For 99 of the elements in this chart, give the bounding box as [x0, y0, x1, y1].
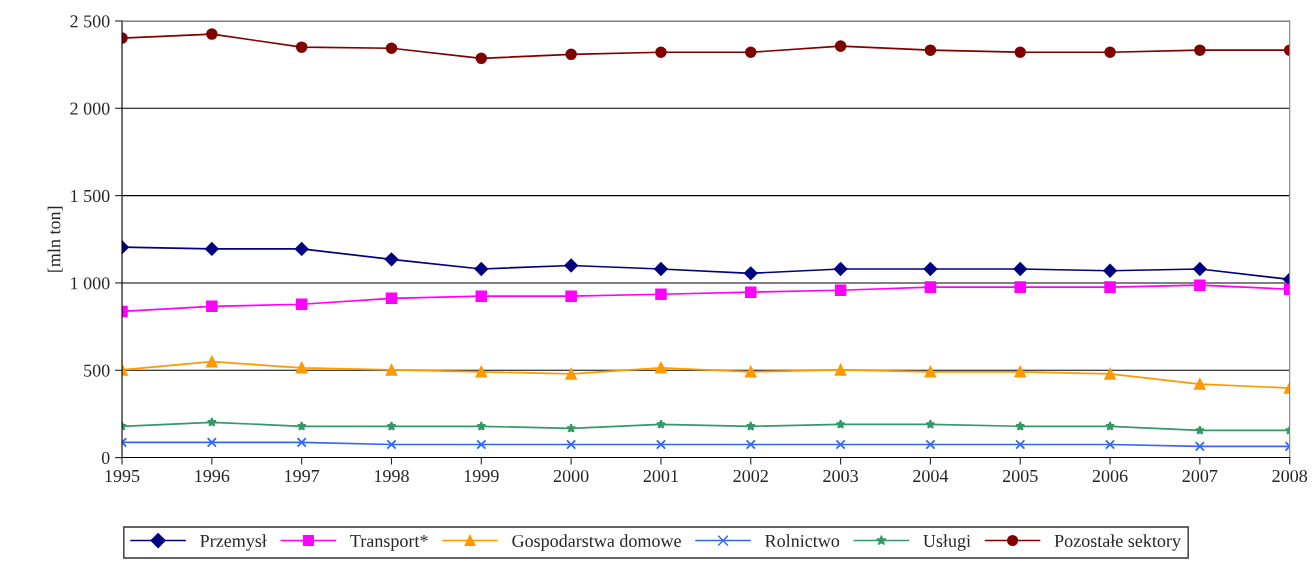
- x-tick-label: 1995: [105, 469, 140, 483]
- y-axis-title: [mln ton]: [47, 206, 63, 272]
- point: [206, 437, 217, 448]
- point: [1194, 44, 1206, 56]
- legend-label: Przemysł: [200, 534, 267, 551]
- y-tick-label: 0: [101, 451, 110, 465]
- point: [564, 258, 578, 273]
- point: [924, 44, 937, 56]
- point: [384, 252, 399, 267]
- point: [206, 417, 217, 427]
- point: [1103, 263, 1117, 278]
- point: [743, 266, 758, 281]
- x-tick-label: 1999: [464, 469, 499, 483]
- x-tick-label: 2000: [553, 469, 589, 483]
- point: [655, 439, 667, 450]
- x-tick-label: 1998: [375, 469, 409, 483]
- point: [1014, 366, 1026, 378]
- legend-label: Usługi: [923, 534, 971, 551]
- point: [834, 284, 847, 297]
- point: [386, 439, 397, 450]
- point: [205, 242, 219, 256]
- point: [1194, 378, 1206, 390]
- point: [1194, 441, 1205, 452]
- point: [745, 439, 756, 450]
- point: [655, 46, 667, 59]
- point: [1193, 262, 1207, 276]
- point: [1014, 281, 1026, 293]
- point: [206, 355, 218, 368]
- point: [296, 421, 307, 431]
- point: [566, 439, 577, 450]
- point: [295, 298, 308, 311]
- point: [654, 262, 668, 276]
- point: [655, 362, 667, 374]
- x-tick-label: 2002: [733, 469, 768, 483]
- y-tick-label: 1 000: [71, 277, 110, 290]
- legend-label: Gospodarstwa domowe: [512, 534, 681, 551]
- point: [1104, 439, 1116, 450]
- point: [924, 281, 937, 293]
- point: [1194, 279, 1206, 291]
- point: [834, 40, 847, 52]
- point: [925, 419, 936, 429]
- point: [745, 286, 757, 298]
- x-tick-label: 2005: [1002, 469, 1038, 483]
- point: [386, 421, 397, 431]
- point: [385, 292, 398, 305]
- point: [923, 262, 938, 276]
- point: [295, 41, 308, 53]
- x-tick-label: 2004: [913, 469, 949, 483]
- point: [565, 368, 577, 380]
- point: [656, 419, 666, 429]
- y-tick-label: 1 500: [71, 189, 110, 203]
- point: [745, 421, 756, 431]
- x-tick-label: 1997: [285, 469, 320, 483]
- point: [385, 42, 398, 54]
- point: [1104, 46, 1116, 59]
- point: [1104, 281, 1116, 293]
- x-tick-label: 2007: [1182, 469, 1218, 483]
- point: [1015, 439, 1026, 450]
- x-tick-label: 2001: [643, 469, 678, 483]
- point: [475, 290, 488, 302]
- point: [295, 362, 308, 374]
- point: [475, 52, 488, 65]
- y-tick-label: 2 500: [70, 15, 110, 28]
- point: [296, 437, 307, 448]
- y-tick-label: 500: [84, 364, 110, 377]
- point: [1015, 421, 1026, 431]
- point: [476, 439, 487, 450]
- point: [1195, 425, 1205, 435]
- point: [745, 366, 757, 378]
- x-tick-label: 1996: [195, 469, 230, 483]
- point: [566, 423, 576, 433]
- point: [206, 28, 218, 40]
- point: [565, 290, 577, 302]
- point: [833, 262, 848, 276]
- point: [924, 366, 937, 378]
- point: [206, 300, 218, 313]
- x-tick-label: 2008: [1272, 469, 1308, 483]
- point: [294, 242, 309, 256]
- point: [835, 419, 846, 429]
- legend-label: Transport*: [350, 535, 428, 551]
- point: [476, 421, 487, 431]
- x-tick-label: 2003: [823, 469, 858, 483]
- point: [745, 46, 757, 59]
- y-tick-label: 2 000: [70, 102, 110, 115]
- point: [1014, 46, 1026, 59]
- point: [1013, 262, 1028, 276]
- point: [1104, 368, 1116, 380]
- legend-label: Pozostałe sektory: [1054, 534, 1181, 551]
- x-tick-label: 2006: [1092, 469, 1128, 483]
- point: [474, 262, 489, 276]
- point: [385, 364, 398, 376]
- point: [475, 366, 488, 378]
- point: [565, 48, 577, 61]
- point: [1105, 421, 1115, 431]
- legend-label: Rolnictwo: [765, 534, 840, 548]
- point: [834, 364, 847, 376]
- point: [655, 288, 667, 301]
- point: [835, 439, 846, 450]
- point: [925, 439, 936, 450]
